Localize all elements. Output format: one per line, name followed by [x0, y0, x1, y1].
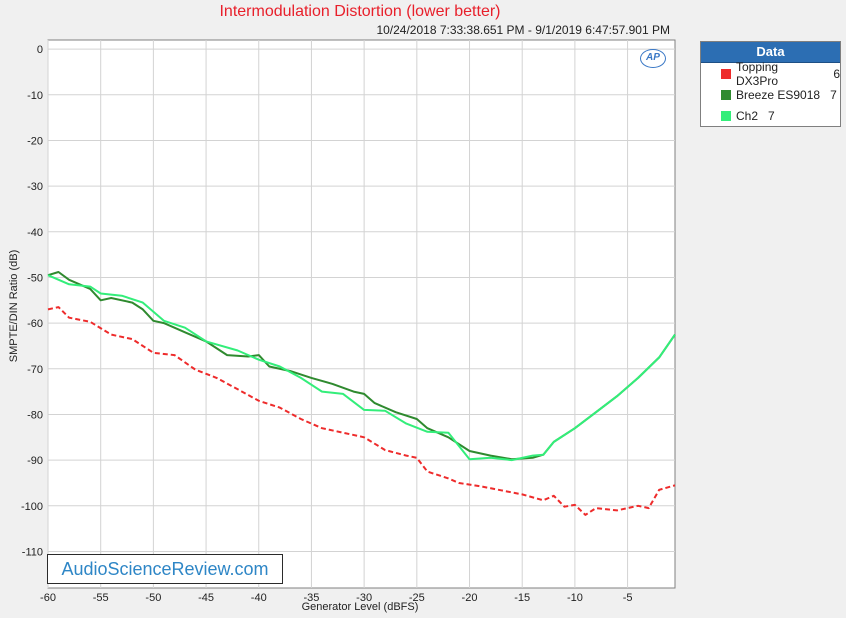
x-axis-label: Generator Level (dBFS) — [301, 601, 419, 613]
legend-label: Topping DX3Pro — [736, 59, 779, 88]
legend-header: Data — [701, 42, 840, 63]
date-range-subtitle: 10/24/2018 7:33:38.651 PM - 9/1/2019 6:4… — [376, 23, 670, 37]
legend-swatch — [721, 110, 731, 121]
y-tick-label: -50 — [27, 272, 43, 284]
y-tick-label: -110 — [22, 546, 43, 558]
x-tick-label: -5 — [623, 592, 633, 604]
plot-area — [47, 39, 676, 589]
legend-label: Breeze ES9018 — [736, 87, 821, 102]
chart-title: Intermodulation Distortion (lower better… — [219, 3, 501, 20]
legend-label: Ch2 — [736, 108, 759, 123]
legend-item-topping[interactable]: Topping DX3Pro 6 — [701, 60, 841, 88]
x-tick-label: -60 — [40, 592, 56, 604]
legend-item-ch2[interactable]: Ch2 7 — [701, 105, 840, 126]
legend: Data Topping DX3Pro 6 Breeze ES9018 7 Ch… — [700, 41, 841, 127]
tick-labels: -60 -55 -50 -45 -40 -35 -30 -25 -20 -15 -10 -50-10-… — [21, 44, 633, 604]
legend-count: 6 — [833, 66, 841, 81]
y-tick-label: -20 — [27, 135, 43, 147]
series-line-topping-dx3pro — [47, 306, 676, 516]
x-tick-label: -40 — [251, 592, 267, 604]
y-tick-label: -90 — [27, 455, 43, 467]
y-tick-label: -30 — [27, 181, 43, 193]
y-tick-label: -100 — [21, 501, 43, 513]
series-lines — [47, 271, 676, 516]
watermark: AudioScienceReview.com — [47, 554, 283, 584]
legend-count: 7 — [830, 87, 837, 102]
y-tick-label: -80 — [27, 409, 43, 421]
legend-swatch — [721, 89, 731, 100]
legend-item-breeze[interactable]: Breeze ES9018 7 — [701, 84, 840, 105]
y-tick-label: -70 — [27, 364, 43, 376]
y-tick-label: -60 — [27, 318, 43, 330]
y-tick-label: -40 — [27, 227, 43, 239]
grid — [47, 40, 675, 588]
x-tick-label: -35 — [303, 592, 319, 604]
y-tick-label: 0 — [37, 44, 43, 56]
x-tick-label: -45 — [198, 592, 214, 604]
x-tick-label: -15 — [514, 592, 530, 604]
x-tick-label: -50 — [145, 592, 161, 604]
y-axis-label: SMPTE/DIN Ratio (dB) — [8, 249, 20, 363]
ap-logo-icon: AP — [640, 49, 666, 68]
x-tick-label: -25 — [409, 592, 425, 604]
legend-count: 7 — [768, 108, 775, 123]
x-tick-label: -20 — [462, 592, 478, 604]
x-tick-label: -55 — [93, 592, 109, 604]
series-line-ch2 — [47, 274, 676, 462]
legend-swatch — [721, 68, 731, 79]
x-tick-label: -30 — [356, 592, 372, 604]
x-tick-label: -10 — [567, 592, 583, 604]
y-tick-label: -10 — [27, 90, 43, 102]
